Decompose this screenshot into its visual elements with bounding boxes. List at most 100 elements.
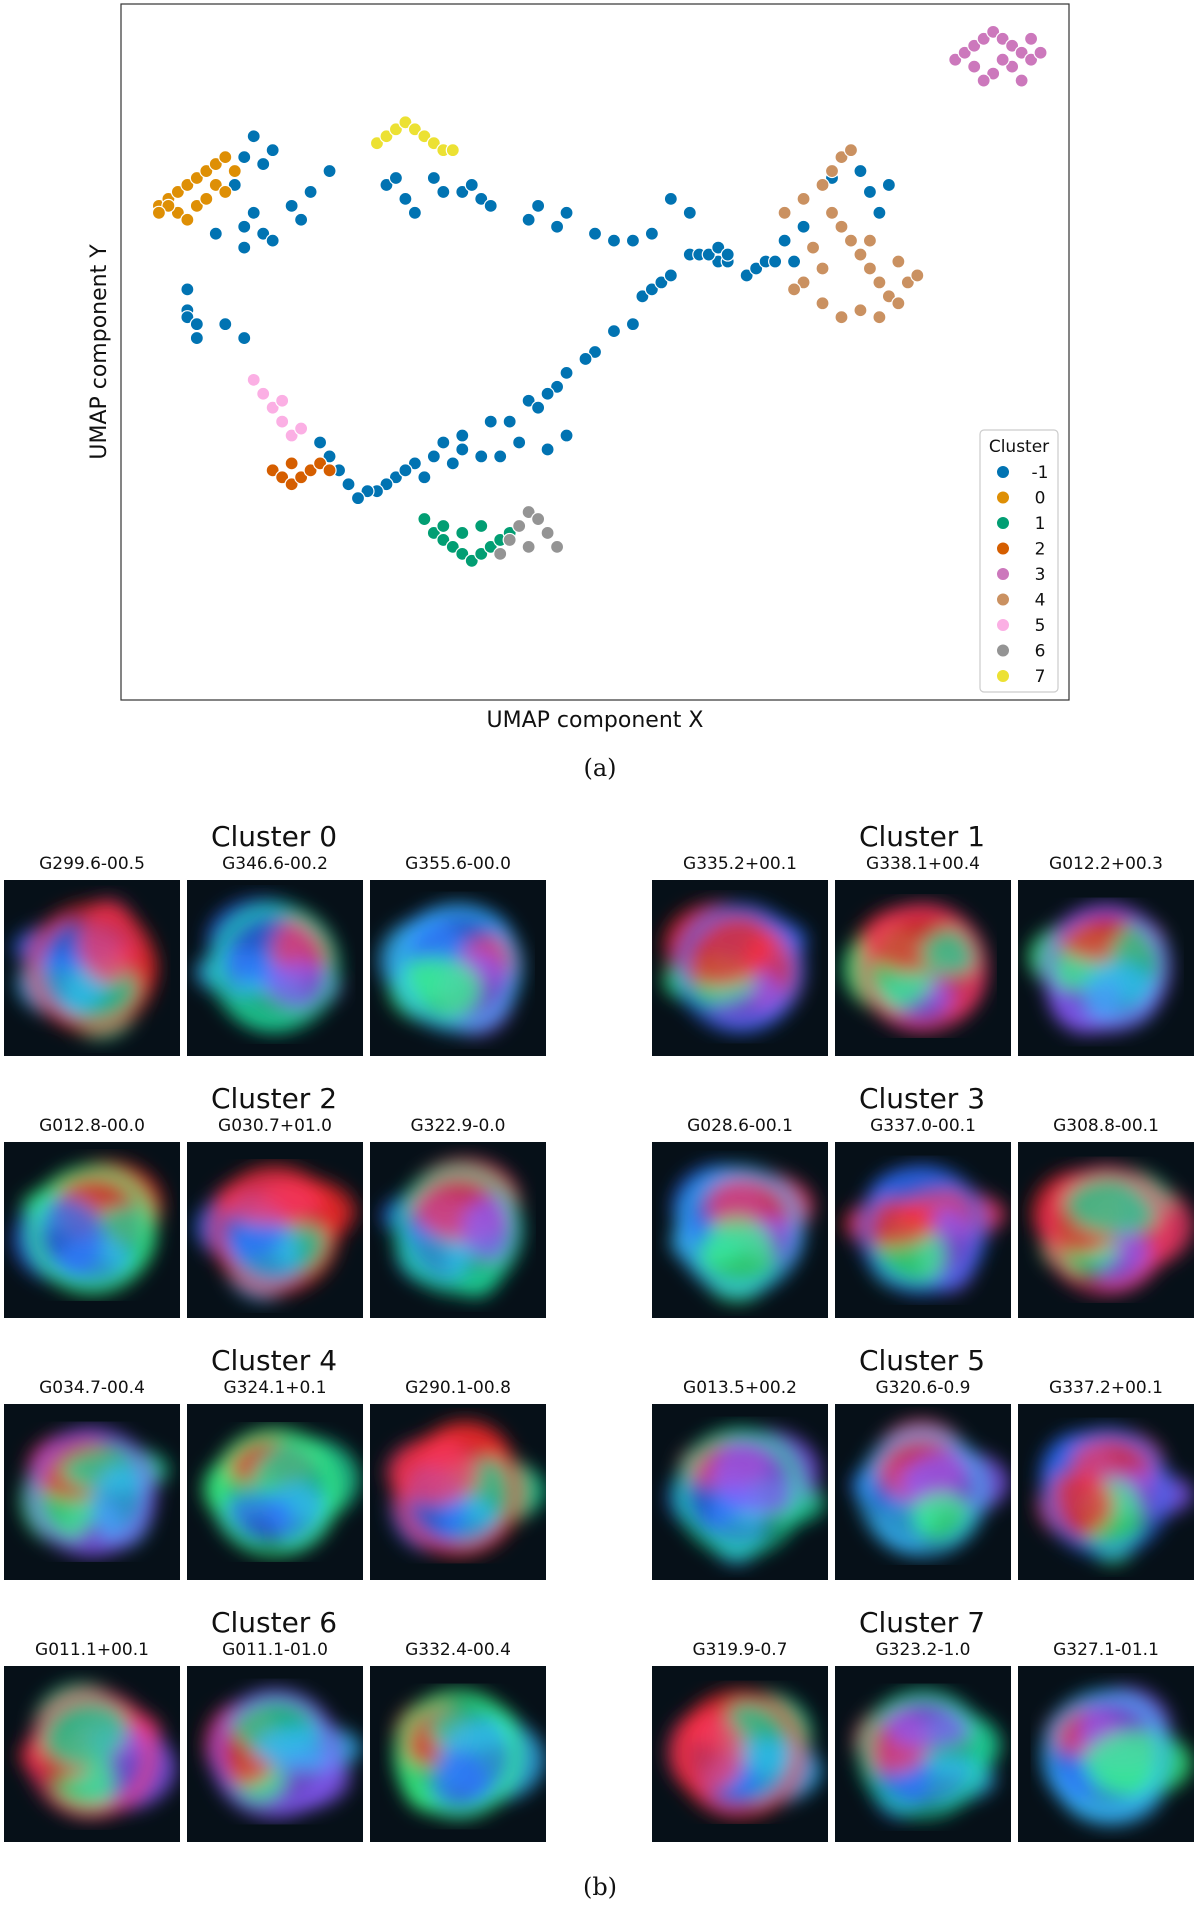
point-cluster-0-8 bbox=[227, 163, 242, 179]
point-cluster-6-1 bbox=[502, 532, 517, 548]
point-cluster--1-75 bbox=[531, 400, 546, 415]
legend-marker-4 bbox=[996, 592, 1010, 607]
thumbnail-label: G011.1-01.0 bbox=[222, 1640, 328, 1660]
legend-marker-0 bbox=[996, 490, 1010, 505]
point-cluster-3-10 bbox=[967, 59, 982, 74]
bubble-thumbnail bbox=[370, 1666, 546, 1842]
legend-label-5: 5 bbox=[1035, 616, 1046, 636]
point-cluster-0-10 bbox=[189, 198, 204, 213]
point-cluster-3-7 bbox=[1014, 45, 1029, 60]
cluster-title-5: Cluster 5 bbox=[858, 1344, 986, 1377]
point-cluster-0-7 bbox=[218, 150, 233, 165]
point-cluster--1-1 bbox=[246, 129, 261, 144]
point-cluster--1-82 bbox=[388, 470, 404, 485]
point-cluster--1-5 bbox=[237, 219, 252, 234]
point-cluster-5-3 bbox=[275, 414, 290, 429]
point-cluster-7-6 bbox=[426, 136, 441, 151]
point-cluster-2-7 bbox=[284, 456, 299, 471]
point-cluster-6-2 bbox=[512, 518, 527, 534]
legend-item-0: 0 bbox=[996, 489, 1046, 509]
point-cluster-1-11 bbox=[455, 525, 470, 541]
legend-marker-7 bbox=[996, 669, 1010, 683]
point-cluster-2-4 bbox=[303, 463, 318, 478]
point-cluster-3-12 bbox=[1005, 59, 1020, 74]
point-cluster--1-23 bbox=[388, 170, 404, 186]
point-cluster--1-19 bbox=[189, 330, 204, 346]
point-cluster--1-25 bbox=[407, 205, 422, 220]
point-cluster--1-77 bbox=[483, 414, 498, 429]
bubble-thumbnail bbox=[187, 1666, 363, 1842]
legend-item-6: 6 bbox=[996, 642, 1046, 662]
point-cluster--1-11 bbox=[294, 212, 309, 227]
point-cluster--1-45 bbox=[749, 261, 764, 276]
point-cluster--1-89 bbox=[312, 435, 328, 450]
point-cluster-5-0 bbox=[246, 372, 261, 387]
point-cluster--1-70 bbox=[578, 351, 593, 367]
point-cluster-4-12 bbox=[881, 289, 896, 304]
point-cluster--1-86 bbox=[350, 491, 366, 506]
point-cluster--1-62 bbox=[720, 247, 735, 262]
thumbnail-label: G327.1-01.1 bbox=[1053, 1640, 1159, 1660]
point-cluster-0-16 bbox=[218, 184, 233, 200]
legend-item-7: 7 bbox=[996, 667, 1046, 687]
point-cluster--1-24 bbox=[398, 191, 413, 206]
point-cluster--1-83 bbox=[379, 477, 394, 492]
thumbnail-label: G011.1+00.1 bbox=[35, 1640, 149, 1660]
point-cluster-3-3 bbox=[976, 31, 991, 46]
legend-item-1: 1 bbox=[996, 514, 1045, 534]
point-cluster-7-0 bbox=[369, 136, 385, 151]
point-cluster-0-13 bbox=[151, 205, 167, 220]
point-cluster--1-99 bbox=[559, 428, 574, 443]
thumbnail-label: G324.1+0.1 bbox=[223, 1378, 327, 1398]
point-cluster-5-5 bbox=[294, 421, 309, 436]
thumbnail-label: G319.9-0.7 bbox=[692, 1640, 788, 1660]
point-cluster--1-72 bbox=[549, 379, 565, 394]
point-cluster--1-91 bbox=[398, 463, 413, 478]
legend: Cluster -1 0 1 2 3 4 5 6 7 bbox=[979, 429, 1059, 693]
point-cluster--1-56 bbox=[872, 205, 887, 220]
legend-label-6: 6 bbox=[1035, 642, 1046, 662]
legend-marker-3 bbox=[996, 567, 1010, 581]
point-cluster-2-2 bbox=[284, 477, 299, 492]
legend-marker-1 bbox=[996, 516, 1010, 530]
point-cluster-0-4 bbox=[189, 170, 204, 186]
point-cluster--1-68 bbox=[606, 324, 622, 339]
point-cluster-3-1 bbox=[957, 45, 972, 60]
cluster-title-3: Cluster 3 bbox=[858, 1082, 986, 1115]
cluster-title-0: Cluster 0 bbox=[210, 820, 338, 853]
bubble-thumbnail bbox=[187, 880, 363, 1056]
point-cluster--1-97 bbox=[512, 435, 527, 450]
thumbnail-label: G290.1-00.8 bbox=[405, 1378, 511, 1398]
bubble-thumbnail bbox=[652, 1142, 828, 1318]
point-cluster--1-48 bbox=[777, 233, 792, 248]
point-cluster-2-0 bbox=[265, 463, 280, 478]
legend-item-5: 5 bbox=[996, 616, 1046, 636]
point-cluster-4-1 bbox=[796, 191, 811, 206]
bubble-thumbnail bbox=[1018, 1666, 1194, 1842]
point-cluster-2-6 bbox=[322, 463, 337, 478]
point-cluster--1-67 bbox=[625, 317, 641, 332]
point-cluster-3-9 bbox=[1033, 45, 1048, 60]
point-cluster--1-4 bbox=[227, 177, 242, 193]
legend-label-7: 7 bbox=[1035, 667, 1046, 687]
point-cluster-4-13 bbox=[853, 303, 868, 318]
point-cluster-1-0 bbox=[417, 511, 432, 527]
point-cluster--1-7 bbox=[256, 226, 271, 241]
legend-item-4: 4 bbox=[996, 591, 1045, 611]
point-cluster--1-3 bbox=[265, 143, 280, 158]
point-cluster--1-30 bbox=[474, 191, 489, 206]
point-cluster--1-27 bbox=[436, 184, 451, 200]
point-cluster--1-50 bbox=[796, 219, 811, 234]
point-cluster--1-28 bbox=[455, 184, 470, 200]
point-cluster-1-10 bbox=[474, 518, 489, 534]
point-cluster-0-12 bbox=[161, 198, 176, 213]
point-cluster-4-18 bbox=[891, 254, 906, 269]
legend-label-3: 3 bbox=[1035, 565, 1046, 585]
point-cluster--1-22 bbox=[379, 177, 394, 193]
point-cluster--1-93 bbox=[445, 456, 460, 471]
bubble-thumbnail bbox=[4, 1142, 180, 1318]
bubble-thumbnail bbox=[1018, 1404, 1194, 1580]
legend-label-0: 0 bbox=[1035, 489, 1046, 509]
thumbnail-label: G338.1+00.4 bbox=[866, 854, 980, 874]
